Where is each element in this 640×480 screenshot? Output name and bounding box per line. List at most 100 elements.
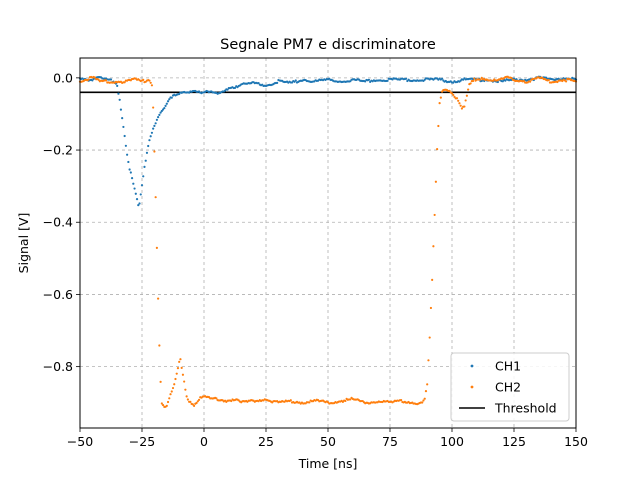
data-point <box>93 76 96 79</box>
data-point <box>165 102 168 105</box>
ticks: −50 −25 0 25 50 75 100 125 150 0.0 −0.2 −0.4 −0.6 −0.… <box>43 70 588 449</box>
x-tick-label: 150 <box>564 434 588 449</box>
data-point <box>191 403 194 406</box>
data-point <box>123 134 126 138</box>
data-point <box>196 400 199 403</box>
data-point <box>145 151 149 154</box>
data-point <box>226 88 229 91</box>
x-tick-label: 50 <box>320 434 336 449</box>
data-point <box>181 373 185 376</box>
data-point <box>97 78 100 81</box>
y-axis-label: Signal [V] <box>16 213 31 274</box>
data-point <box>429 306 433 310</box>
data-point <box>118 98 121 101</box>
data-point <box>171 386 175 390</box>
data-point <box>448 89 451 93</box>
data-point <box>510 76 513 80</box>
data-point <box>178 92 181 96</box>
data-point <box>144 159 147 162</box>
data-point <box>367 78 371 81</box>
data-point <box>230 399 233 403</box>
data-point <box>276 81 279 84</box>
data-point <box>117 92 120 95</box>
data-point <box>133 187 136 190</box>
data-point <box>128 168 131 171</box>
data-point <box>121 117 124 120</box>
data-point <box>426 383 429 386</box>
data-point <box>139 193 142 196</box>
legend-marker <box>470 364 474 368</box>
data-point <box>143 165 146 168</box>
x-tick-label: 75 <box>382 434 398 449</box>
data-point <box>142 175 145 178</box>
data-point <box>161 403 165 407</box>
legend-label: CH2 <box>495 380 521 395</box>
data-point <box>104 79 108 82</box>
data-point <box>186 398 189 401</box>
series-ch2 <box>78 75 578 408</box>
data-point <box>459 104 462 107</box>
data-point <box>439 96 442 99</box>
data-point <box>289 399 292 402</box>
data-point <box>440 77 444 80</box>
y-tick-label: −0.6 <box>43 287 73 302</box>
data-point <box>149 81 152 84</box>
data-point <box>308 401 311 404</box>
data-point <box>152 106 155 109</box>
data-point <box>155 246 158 249</box>
data-point <box>123 81 126 84</box>
data-point <box>159 111 162 114</box>
data-point <box>294 79 297 82</box>
data-point <box>126 153 129 156</box>
data-point <box>178 360 181 363</box>
data-point <box>138 202 141 205</box>
data-point <box>479 78 482 81</box>
data-point <box>522 80 526 83</box>
data-point <box>185 395 188 398</box>
data-point <box>455 97 459 100</box>
data-point <box>164 104 167 107</box>
data-point <box>160 402 163 405</box>
data-point <box>431 278 434 282</box>
data-point <box>465 94 468 97</box>
data-point <box>257 81 260 85</box>
data-point <box>153 150 156 153</box>
data-point <box>471 79 475 83</box>
data-point <box>427 359 430 362</box>
x-tick-label: 0 <box>200 434 208 449</box>
data-point <box>453 95 456 98</box>
data-point <box>450 92 454 95</box>
data-point <box>423 397 426 400</box>
x-tick-label: −25 <box>129 434 155 449</box>
data-point <box>180 366 183 369</box>
data-point <box>158 113 161 116</box>
data-point <box>192 404 196 407</box>
data-point <box>175 372 178 375</box>
data-point <box>137 204 140 207</box>
data-point <box>184 388 187 391</box>
data-point <box>174 377 177 381</box>
data-point <box>168 98 171 101</box>
y-tick-label: −0.8 <box>43 359 73 374</box>
chart-title: Segnale PM7 e discriminatore <box>220 37 436 53</box>
data-point <box>122 125 125 129</box>
data-point <box>467 88 470 91</box>
data-point <box>515 78 518 81</box>
data-point <box>189 400 192 403</box>
data-point <box>458 102 461 105</box>
data-point <box>160 109 163 113</box>
data-point <box>166 400 170 404</box>
y-tick-label: 0.0 <box>53 70 73 85</box>
data-point <box>438 102 441 105</box>
data-point <box>176 367 180 370</box>
data-point <box>529 80 532 83</box>
data-point <box>469 82 472 85</box>
data-point <box>424 390 428 393</box>
data-point <box>148 79 151 82</box>
data-point <box>116 84 119 87</box>
data-point <box>149 135 152 138</box>
data-point <box>422 399 425 402</box>
data-point <box>386 79 389 82</box>
data-point <box>170 96 173 99</box>
data-point <box>215 397 218 400</box>
